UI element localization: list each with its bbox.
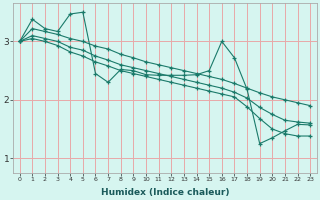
X-axis label: Humidex (Indice chaleur): Humidex (Indice chaleur) bbox=[101, 188, 229, 197]
